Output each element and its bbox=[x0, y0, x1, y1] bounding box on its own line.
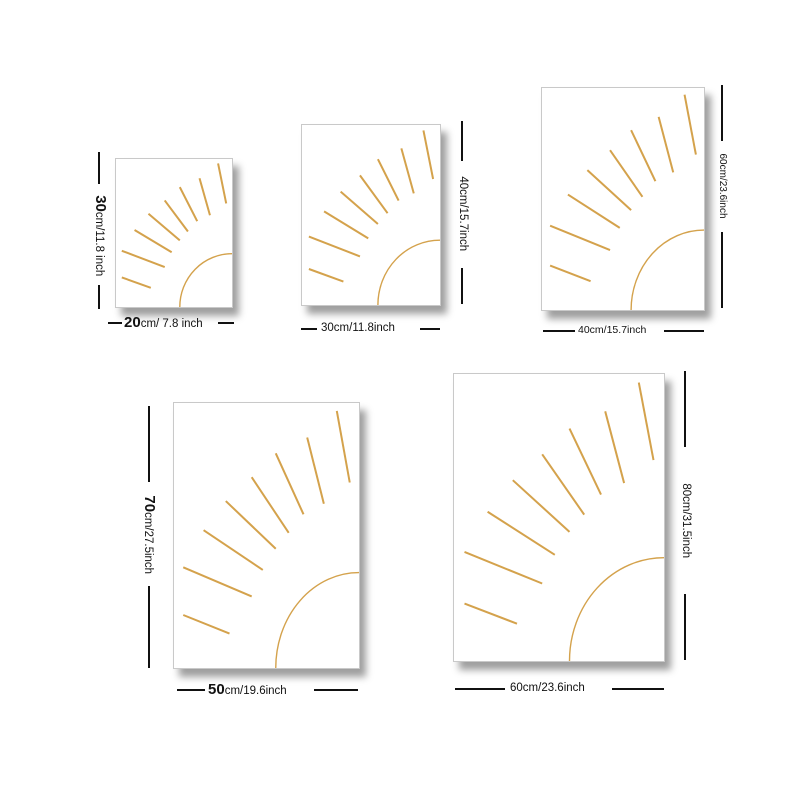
sun-ray-5 bbox=[542, 454, 584, 514]
width-label-30x40: 30cm/11.8inch bbox=[321, 322, 395, 334]
width-label-60x80: 60cm/23.6inch bbox=[510, 682, 585, 694]
width-dimension-line-right bbox=[664, 330, 704, 332]
width-dimension-line-left bbox=[301, 328, 317, 330]
sun-arc bbox=[180, 254, 232, 307]
poster-60x80 bbox=[453, 373, 665, 662]
sun-ray-7 bbox=[401, 148, 413, 193]
sun-rays-icon bbox=[116, 159, 232, 307]
sun-ray-2 bbox=[309, 237, 360, 257]
sun-ray-8 bbox=[685, 95, 696, 155]
sun-ray-8 bbox=[423, 130, 433, 179]
sun-ray-3 bbox=[204, 530, 263, 570]
height-dimension-line-bottom bbox=[684, 594, 686, 660]
width-dimension-line-right bbox=[218, 322, 234, 324]
sun-ray-8 bbox=[639, 383, 654, 460]
height-label-60x80: 80cm/31.5inch bbox=[679, 483, 692, 559]
height-label-50x70: 70cm/27.5inch bbox=[140, 495, 158, 575]
sun-ray-8 bbox=[218, 163, 226, 203]
sun-ray-2 bbox=[122, 251, 165, 267]
poster-50x70 bbox=[173, 402, 360, 669]
height-dimension-line-bottom bbox=[721, 232, 723, 308]
height-dimension-line-bottom bbox=[148, 586, 150, 668]
height-label-20x30: 30cm/11.8 inch bbox=[91, 195, 109, 277]
poster-40x60 bbox=[541, 87, 705, 311]
height-label-40x60: 60cm/23.6inch bbox=[717, 153, 728, 219]
width-dimension-line-left bbox=[177, 689, 205, 691]
sun-ray-5 bbox=[165, 200, 188, 231]
sun-ray-1 bbox=[465, 604, 518, 624]
height-dimension-line-top bbox=[684, 371, 686, 447]
sun-ray-3 bbox=[568, 195, 620, 228]
sun-ray-6 bbox=[631, 130, 655, 181]
sun-ray-2 bbox=[183, 567, 251, 596]
sun-ray-4 bbox=[513, 480, 570, 532]
width-dimension-line-right bbox=[612, 688, 664, 690]
sun-arc bbox=[631, 230, 704, 310]
width-dimension-line-right bbox=[314, 689, 358, 691]
sun-ray-1 bbox=[122, 277, 151, 287]
sun-rays-icon bbox=[174, 403, 359, 668]
sun-ray-6 bbox=[378, 159, 399, 200]
height-dimension-line-bottom bbox=[461, 268, 463, 304]
sun-ray-7 bbox=[307, 437, 324, 503]
sun-ray-6 bbox=[180, 187, 197, 221]
height-dimension-line-top bbox=[721, 85, 723, 141]
sun-ray-3 bbox=[324, 211, 368, 238]
height-label-30x40: 40cm/15.7inch bbox=[456, 176, 469, 252]
sun-ray-4 bbox=[226, 501, 276, 549]
sun-ray-4 bbox=[341, 192, 378, 224]
sun-ray-4 bbox=[148, 214, 179, 241]
sun-ray-5 bbox=[610, 150, 642, 197]
width-dimension-line-left bbox=[455, 688, 505, 690]
sun-arc bbox=[570, 558, 665, 661]
height-dimension-line-top bbox=[98, 152, 100, 184]
sun-rays-icon bbox=[454, 374, 664, 661]
sun-ray-4 bbox=[587, 170, 631, 210]
sun-ray-2 bbox=[550, 226, 610, 250]
sun-ray-7 bbox=[200, 178, 210, 215]
sun-arc bbox=[378, 240, 440, 305]
sun-ray-5 bbox=[360, 175, 388, 213]
sun-ray-6 bbox=[276, 453, 304, 514]
sun-ray-1 bbox=[550, 266, 591, 282]
sun-rays-icon bbox=[302, 125, 440, 305]
width-dimension-line-left bbox=[543, 330, 575, 332]
sun-ray-1 bbox=[309, 269, 344, 282]
poster-20x30 bbox=[115, 158, 233, 308]
height-dimension-line-bottom bbox=[98, 285, 100, 309]
width-dimension-line-left bbox=[108, 322, 122, 324]
width-label-40x60: 40cm/15.7inch bbox=[578, 324, 647, 336]
sun-ray-3 bbox=[135, 230, 172, 252]
width-label-20x30: 20cm/ 7.8 inch bbox=[124, 314, 203, 331]
height-dimension-line-top bbox=[461, 121, 463, 161]
sun-ray-6 bbox=[570, 429, 602, 495]
width-label-50x70: 50cm/19.6inch bbox=[208, 681, 287, 698]
sun-arc bbox=[276, 573, 359, 668]
sun-ray-2 bbox=[465, 552, 543, 584]
sun-ray-1 bbox=[183, 615, 229, 634]
height-dimension-line-top bbox=[148, 406, 150, 482]
sun-ray-5 bbox=[252, 477, 289, 533]
sun-rays-icon bbox=[542, 88, 704, 310]
sun-ray-7 bbox=[605, 411, 624, 483]
poster-30x40 bbox=[301, 124, 441, 306]
sun-ray-7 bbox=[659, 117, 674, 173]
sun-ray-3 bbox=[488, 512, 555, 555]
width-dimension-line-right bbox=[420, 328, 440, 330]
sun-ray-8 bbox=[337, 411, 350, 483]
